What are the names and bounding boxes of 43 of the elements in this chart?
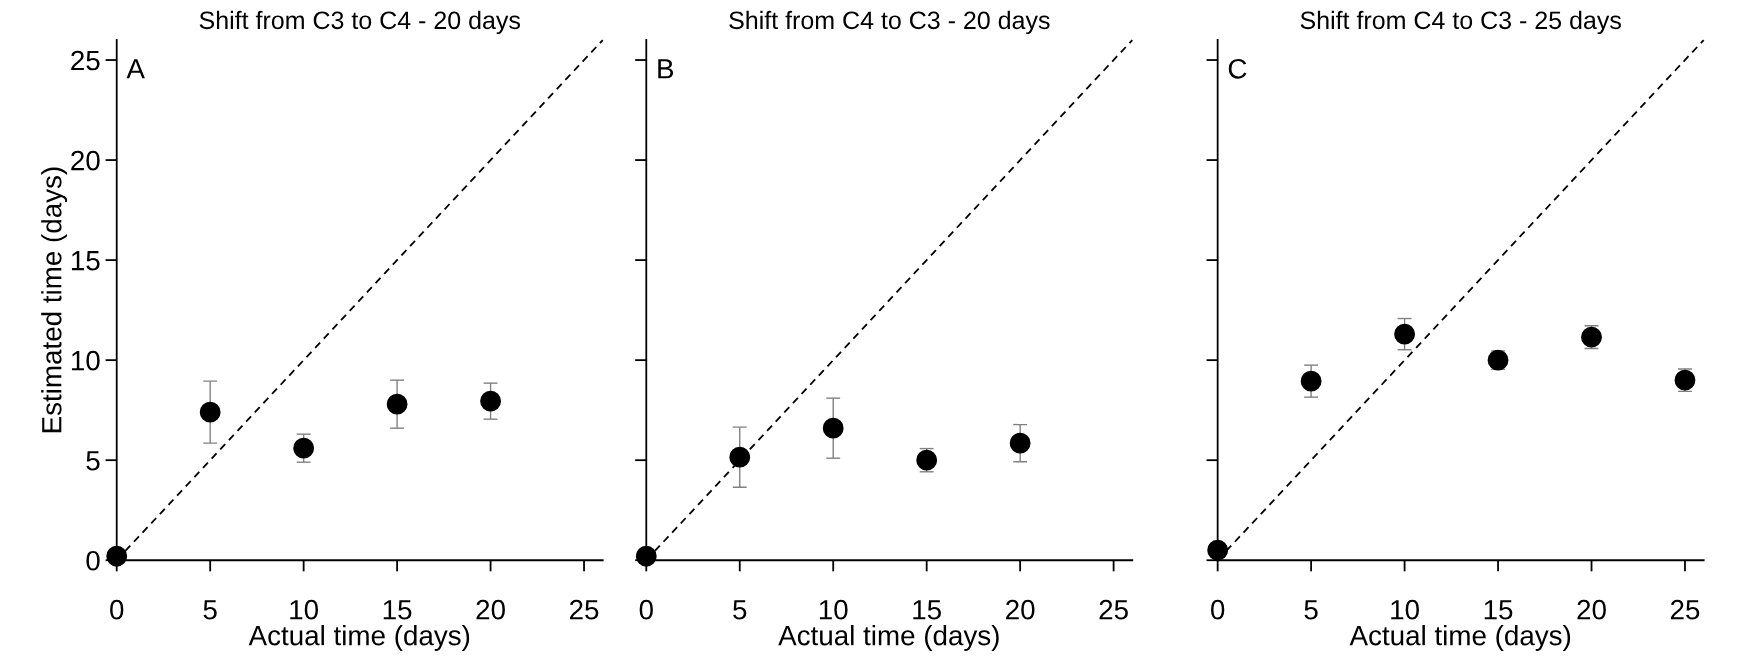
annotation: C bbox=[1228, 58, 1247, 79]
x-tick-label: 25 bbox=[1099, 599, 1128, 620]
y-tick-label: 20 bbox=[71, 150, 100, 171]
x-tick-label: 5 bbox=[203, 600, 217, 620]
y-tick-label: 10 bbox=[71, 350, 100, 371]
x-tick-label: 20 bbox=[1006, 599, 1035, 620]
point bbox=[1009, 432, 1031, 454]
y-tick-label: 25 bbox=[71, 50, 100, 71]
annotation: A bbox=[126, 59, 145, 79]
x-tick-label: 5 bbox=[733, 600, 747, 620]
point bbox=[480, 390, 501, 412]
point bbox=[386, 393, 408, 415]
x-axis-title: Actual time (days) bbox=[778, 625, 999, 651]
x-tick-label: 10 bbox=[819, 599, 848, 620]
y-tick-label: 15 bbox=[71, 251, 100, 271]
x-tick-label: 5 bbox=[1304, 600, 1318, 620]
x-tick-label: 15 bbox=[383, 600, 412, 620]
x-tick-label: 10 bbox=[290, 599, 319, 620]
x-tick-label: 10 bbox=[1391, 599, 1419, 620]
point bbox=[822, 417, 844, 439]
y-tick-label: 0 bbox=[86, 550, 100, 571]
point bbox=[1394, 323, 1416, 345]
chart-title: Shift from C4 to C3 - 25 days bbox=[1300, 10, 1621, 35]
x-tick-label: 15 bbox=[913, 600, 941, 620]
x-tick-label: 25 bbox=[1670, 599, 1700, 620]
x-tick-label: 15 bbox=[1484, 600, 1513, 620]
point bbox=[729, 446, 751, 468]
x-tick-label: 0 bbox=[1211, 599, 1225, 620]
point bbox=[293, 437, 315, 459]
y-axis-title: Estimated time (days) bbox=[41, 167, 68, 433]
x-tick-label: 25 bbox=[569, 599, 599, 620]
point bbox=[1300, 370, 1322, 392]
x-tick-label: 0 bbox=[639, 599, 653, 620]
chart-title: Shift from C4 to C3 - 20 days bbox=[729, 10, 1050, 35]
x-tick-label: 20 bbox=[476, 599, 505, 620]
x-tick-label: 20 bbox=[1577, 599, 1606, 620]
x-axis-title: Actual time (days) bbox=[248, 625, 470, 651]
x-tick-label: 0 bbox=[110, 599, 124, 620]
chart-title: Shift from C3 to C4 - 20 days bbox=[199, 10, 521, 35]
x-axis-title: Actual time (days) bbox=[1349, 625, 1571, 651]
annotation: B bbox=[658, 59, 674, 79]
point bbox=[199, 401, 221, 423]
y-tick-label: 5 bbox=[86, 451, 100, 471]
